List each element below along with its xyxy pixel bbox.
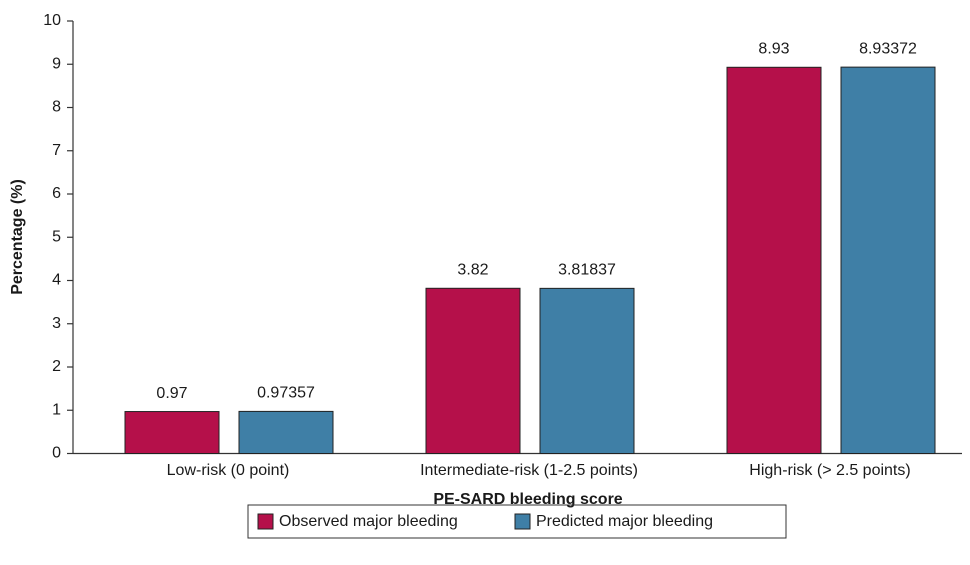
y-tick-label: 8 — [52, 99, 61, 116]
y-tick-label: 3 — [52, 315, 61, 332]
y-tick-label: 4 — [52, 272, 61, 289]
y-tick-label: 7 — [52, 142, 61, 159]
x-axis-title: PE-SARD bleeding score — [433, 491, 622, 508]
y-tick-label: 9 — [52, 55, 61, 72]
y-axis-title: Percentage (%) — [9, 179, 26, 295]
bar — [726, 66, 822, 454]
y-tick-label: 6 — [52, 185, 61, 202]
x-tick-label: Low-risk (0 point) — [167, 462, 290, 479]
y-tick-label: 5 — [52, 228, 61, 245]
legend-label: Observed major bleeding — [279, 513, 458, 530]
value-label: 0.97 — [156, 385, 187, 402]
bar — [124, 411, 220, 454]
y-tick-label: 1 — [52, 401, 61, 418]
y-tick-label: 10 — [43, 12, 61, 29]
bar — [425, 287, 521, 454]
value-label: 0.97357 — [257, 385, 315, 402]
bar — [840, 66, 936, 454]
legend-label: Predicted major bleeding — [536, 513, 713, 530]
legend-swatch — [514, 513, 531, 530]
bar — [238, 410, 334, 454]
legend-swatch — [257, 513, 274, 530]
value-label: 3.82 — [457, 262, 488, 279]
y-tick-label: 0 — [52, 445, 61, 462]
y-tick-label: 2 — [52, 358, 61, 375]
value-label: 3.81837 — [558, 262, 616, 279]
value-label: 8.93372 — [859, 40, 917, 57]
legend-box — [247, 504, 787, 539]
bar — [539, 287, 635, 454]
x-tick-label: Intermediate-risk (1-2.5 points) — [420, 462, 638, 479]
x-tick-label: High-risk (> 2.5 points) — [749, 462, 910, 479]
value-label: 8.93 — [758, 40, 789, 57]
